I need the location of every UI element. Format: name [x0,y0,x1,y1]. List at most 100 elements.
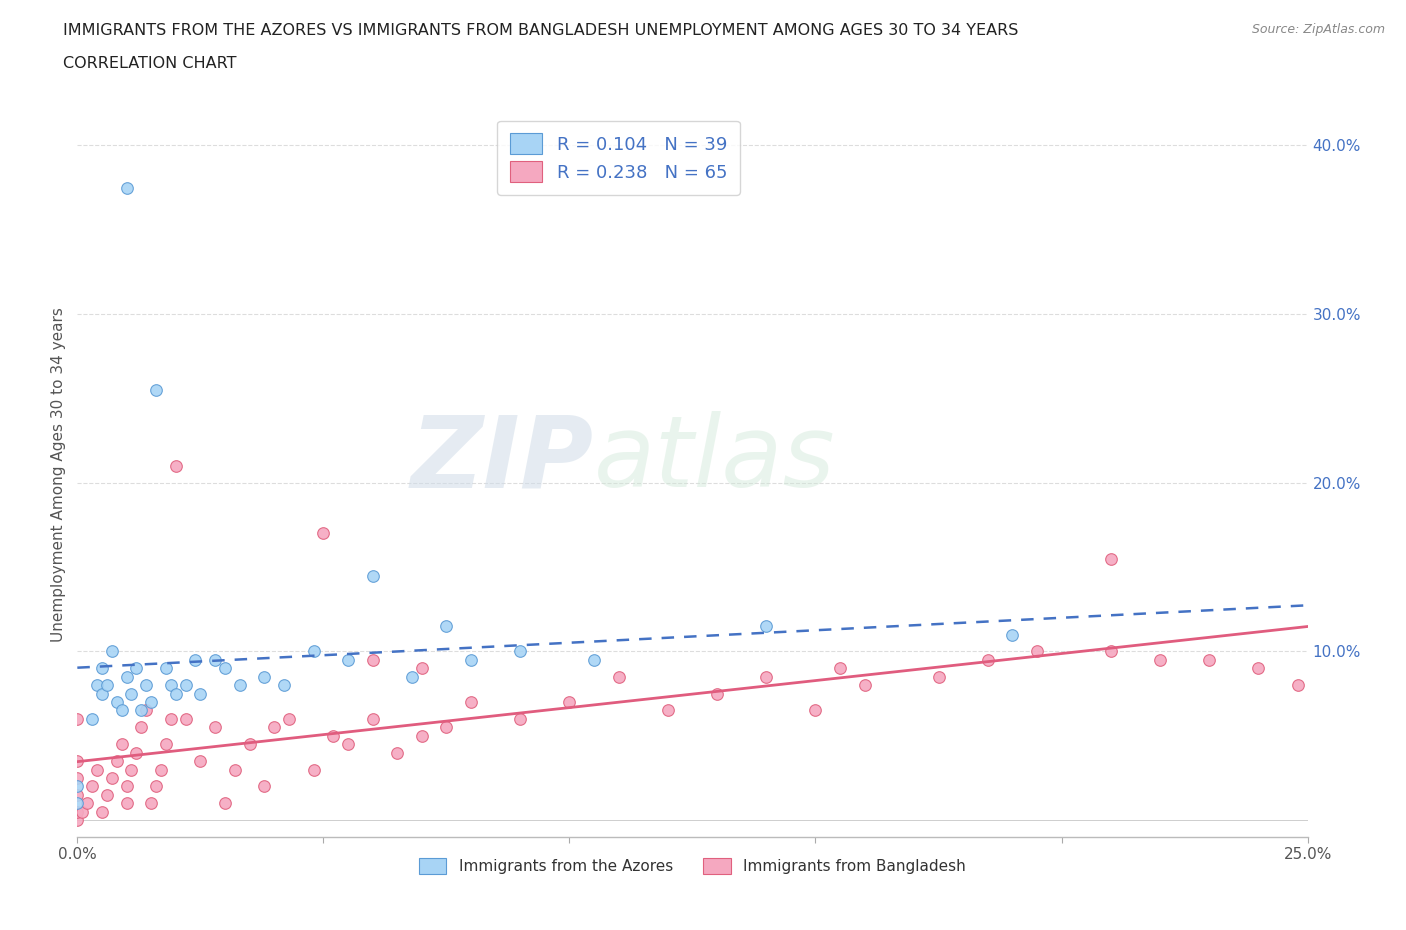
Point [273,678,295,693]
Point [96,788,118,803]
Point [141,796,163,811]
Legend: Immigrants from the Azores, Immigrants from Bangladesh: Immigrants from the Azores, Immigrants f… [413,852,972,880]
Point [115,180,138,195]
Point [188,753,212,768]
Point [361,711,384,726]
Point [129,720,153,735]
Point [125,745,148,760]
Point [263,720,285,735]
Point [361,568,384,583]
Point [66,796,89,811]
Point [706,686,728,701]
Point [228,678,252,693]
Point [115,779,138,794]
Point [174,711,197,726]
Point [204,653,226,668]
Point [66,779,89,794]
Point [96,678,118,693]
Text: IMMIGRANTS FROM THE AZORES VS IMMIGRANTS FROM BANGLADESH UNEMPLOYMENT AMONG AGES: IMMIGRANTS FROM THE AZORES VS IMMIGRANTS… [63,23,1018,38]
Point [853,678,876,693]
Point [509,711,531,726]
Point [239,737,262,751]
Point [804,703,827,718]
Y-axis label: Unemployment Among Ages 30 to 34 years: Unemployment Among Ages 30 to 34 years [51,307,66,642]
Point [66,753,89,768]
Point [436,618,458,633]
Point [101,771,124,786]
Point [121,686,143,701]
Point [977,653,1000,668]
Point [70,804,93,819]
Point [214,661,236,676]
Point [121,762,143,777]
Point [411,661,433,676]
Text: atlas: atlas [595,411,835,509]
Point [302,644,325,658]
Point [1099,551,1122,566]
Point [145,382,167,397]
Point [1198,653,1220,668]
Point [115,670,138,684]
Point [436,720,458,735]
Point [361,653,384,668]
Point [1149,653,1171,668]
Point [86,678,108,693]
Point [141,695,163,710]
Point [460,695,482,710]
Point [204,720,226,735]
Point [145,779,167,794]
Point [155,661,177,676]
Point [76,796,98,811]
Point [1099,644,1122,658]
Point [165,686,187,701]
Point [115,796,138,811]
Point [188,686,212,701]
Point [657,703,679,718]
Point [253,779,276,794]
Point [755,618,778,633]
Point [278,711,301,726]
Point [86,762,108,777]
Point [401,670,423,684]
Point [830,661,852,676]
Point [253,670,276,684]
Point [129,703,153,718]
Point [105,695,128,710]
Point [90,686,114,701]
Point [160,711,183,726]
Point [337,653,360,668]
Point [90,661,114,676]
Point [322,728,344,743]
Point [214,796,236,811]
Point [125,661,148,676]
Point [155,737,177,751]
Point [111,737,132,751]
Point [224,762,246,777]
Point [105,753,128,768]
Point [755,670,778,684]
Point [411,728,433,743]
Point [165,458,187,473]
Point [1247,661,1270,676]
Text: CORRELATION CHART: CORRELATION CHART [63,56,236,71]
Point [66,804,89,819]
Point [312,525,335,540]
Point [607,670,630,684]
Point [66,711,89,726]
Point [302,762,325,777]
Point [150,762,173,777]
Point [82,779,104,794]
Point [583,653,606,668]
Point [1001,627,1024,642]
Point [135,678,157,693]
Text: Source: ZipAtlas.com: Source: ZipAtlas.com [1251,23,1385,36]
Point [1026,644,1049,658]
Point [174,678,197,693]
Point [66,788,89,803]
Text: ZIP: ZIP [411,411,595,509]
Point [1286,678,1309,693]
Point [111,703,132,718]
Point [337,737,360,751]
Point [160,678,183,693]
Point [135,703,157,718]
